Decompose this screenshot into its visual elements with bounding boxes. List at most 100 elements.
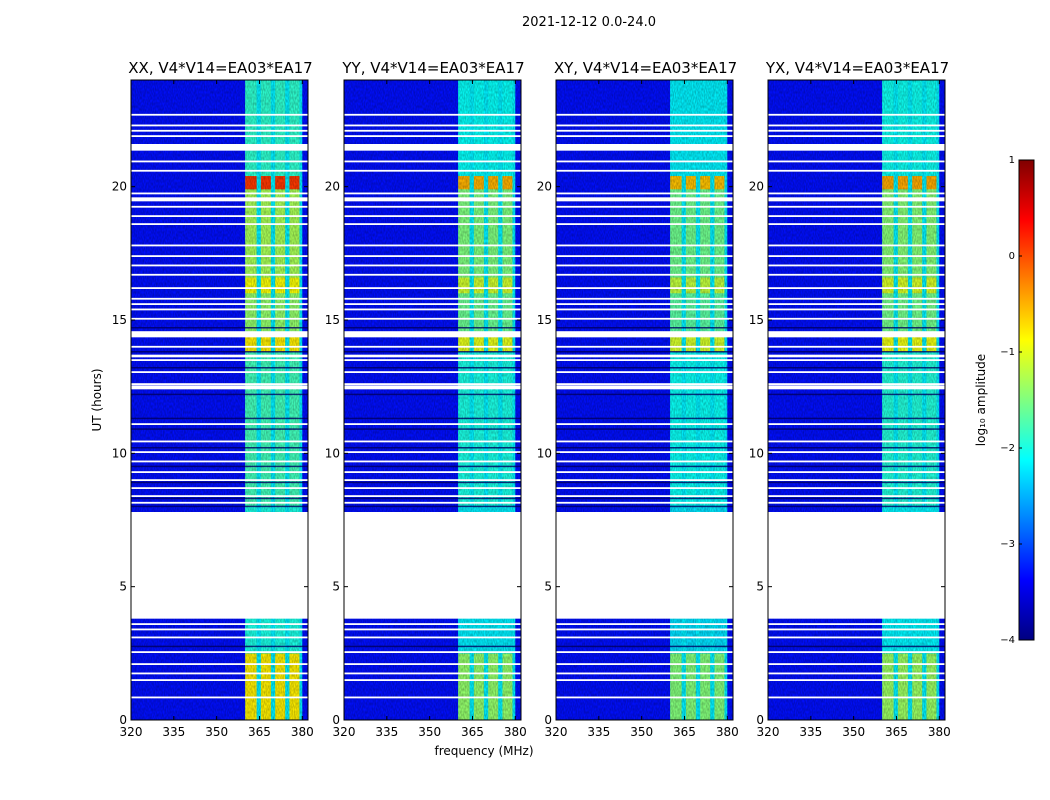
flag-dark-row	[768, 447, 945, 449]
flag-dark-row	[131, 351, 308, 353]
flag-row	[768, 663, 945, 665]
flag-row	[131, 169, 308, 172]
flag-row	[768, 636, 945, 639]
flag-row	[344, 192, 521, 195]
y-tick-label: 5	[119, 580, 127, 594]
y-tick-label: 0	[332, 713, 340, 727]
flag-dark-row	[556, 497, 733, 500]
flag-block	[768, 144, 945, 151]
flag-row	[344, 371, 521, 373]
flag-row	[131, 303, 308, 305]
flag-dark-row	[131, 417, 308, 420]
flag-block	[344, 332, 521, 338]
y-tick-label: 5	[332, 580, 340, 594]
flag-row	[768, 215, 945, 217]
y-tick-label: 15	[325, 313, 340, 327]
flag-dark-row	[556, 393, 733, 396]
x-tick-label: 350	[630, 725, 653, 739]
flag-row	[344, 501, 521, 504]
flag-dark-row	[768, 367, 945, 369]
flag-row	[131, 487, 308, 489]
flag-row	[556, 287, 733, 289]
flag-dark-row	[768, 645, 945, 648]
y-tick-label: 15	[537, 313, 552, 327]
flag-row	[768, 345, 945, 348]
x-axis-label: frequency (MHz)	[434, 744, 533, 758]
panel-title: XX, V4*V14=EA03*EA17	[128, 59, 312, 77]
panel-title: YY, V4*V14=EA03*EA17	[341, 59, 524, 77]
colorbar-tick-label: −4	[1000, 635, 1015, 646]
flag-dark-row	[768, 428, 945, 430]
flag-row	[556, 672, 733, 675]
flag-dark-row	[768, 481, 945, 484]
flag-row	[556, 423, 733, 425]
flag-row	[556, 636, 733, 639]
flag-row	[768, 451, 945, 453]
flag-row	[131, 264, 308, 267]
flag-row	[344, 160, 521, 163]
flag-row	[768, 192, 945, 195]
flag-row	[344, 623, 521, 625]
flag-dark-row	[344, 417, 521, 420]
flag-dark-row	[344, 497, 521, 500]
flag-row	[344, 636, 521, 639]
x-tick-label: 320	[120, 725, 143, 739]
flag-dark-row	[556, 645, 733, 648]
flag-row	[556, 679, 733, 681]
flag-dark-row	[556, 447, 733, 449]
flag-block	[556, 144, 733, 151]
flag-row	[768, 371, 945, 373]
x-tick-label: 380	[716, 725, 739, 739]
flag-block	[768, 197, 945, 202]
flag-block	[131, 354, 308, 358]
panel-frame	[555, 79, 734, 721]
flag-row	[344, 423, 521, 425]
flag-row	[768, 113, 945, 116]
flag-row	[344, 124, 521, 127]
y-tick-label: 5	[756, 580, 764, 594]
y-tick-label: 0	[756, 713, 764, 727]
x-tick-label: 380	[504, 725, 527, 739]
flag-row	[131, 317, 308, 320]
flag-row	[768, 623, 945, 625]
colorbar-tick-label: −2	[1000, 443, 1015, 454]
flag-block	[131, 332, 308, 338]
flag-row	[556, 487, 733, 489]
x-tick-label: 365	[461, 725, 484, 739]
y-tick-label: 20	[537, 180, 552, 194]
flag-row	[768, 317, 945, 320]
flag-row	[768, 255, 945, 257]
flag-row	[768, 487, 945, 489]
flag-row	[131, 345, 308, 348]
flag-row	[131, 160, 308, 163]
flag-row	[131, 244, 308, 247]
colorbar-tick-label: 1	[1009, 155, 1015, 166]
flag-dark-row	[768, 465, 945, 468]
y-tick-label: 15	[749, 313, 764, 327]
flag-row	[556, 651, 733, 653]
flag-row	[556, 264, 733, 267]
flag-row	[131, 501, 308, 504]
x-tick-label: 335	[162, 725, 185, 739]
flag-dark-row	[768, 417, 945, 420]
y-tick-label: 0	[119, 713, 127, 727]
flag-row	[131, 287, 308, 289]
flag-dark-row	[131, 497, 308, 500]
flag-row	[344, 696, 521, 699]
flag-dark-row	[768, 327, 945, 329]
flag-row	[344, 205, 521, 208]
flag-row	[768, 383, 945, 385]
flag-row	[768, 440, 945, 443]
flag-row	[344, 169, 521, 172]
x-tick-label: 365	[673, 725, 696, 739]
flag-row	[768, 135, 945, 137]
flag-dark-row	[768, 505, 945, 508]
flag-row	[556, 160, 733, 163]
flag-row	[344, 679, 521, 681]
flag-dark-row	[344, 428, 521, 430]
y-axis-label: UT (hours)	[90, 368, 104, 431]
flag-row	[131, 672, 308, 675]
flag-row	[131, 192, 308, 195]
flag-dark-row	[344, 465, 521, 468]
